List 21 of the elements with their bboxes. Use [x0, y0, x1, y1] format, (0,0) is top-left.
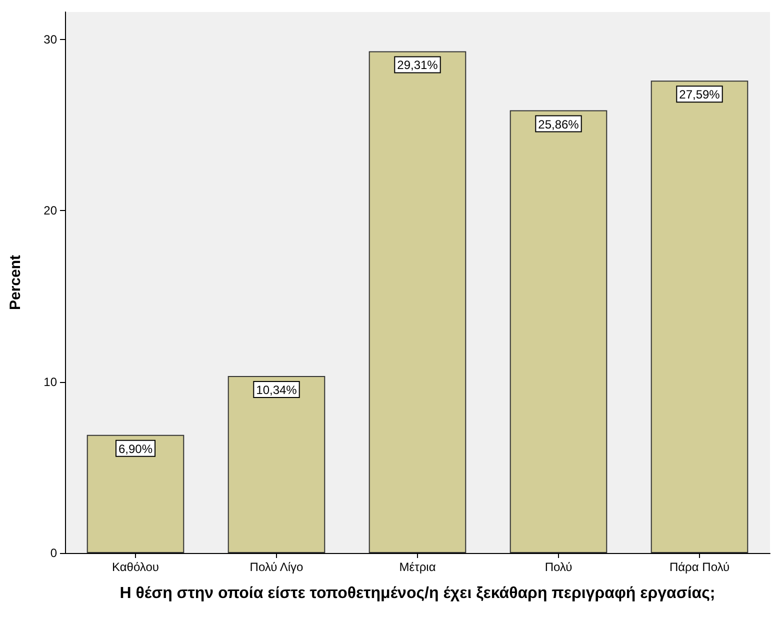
bar [86, 434, 184, 553]
y-axis-title: Percent [7, 254, 24, 310]
y-tick-label: 20 [44, 204, 58, 218]
y-tick-label: 0 [50, 546, 58, 560]
bar [650, 80, 748, 553]
bar [510, 110, 608, 553]
data-label: 29,31% [397, 58, 438, 72]
data-label: 6,90% [118, 442, 153, 456]
y-tick-label: 30 [44, 32, 58, 46]
bar [228, 376, 326, 553]
data-label: 10,34% [256, 382, 298, 397]
x-tick-label: Μέτρια [399, 560, 436, 574]
x-tick-label: Πάρα Πολύ [669, 560, 730, 574]
x-tick-label: Πολύ Λίγο [250, 560, 304, 574]
data-label: 27,59% [679, 88, 720, 102]
data-label: 25,86% [538, 117, 580, 132]
x-axis-title: Η θέση στην οποία είστε τοποθετημένος/η έχει ξεκάθαρη περιγραφή εργασίας; [120, 585, 716, 602]
bar [368, 51, 466, 553]
y-tick-label: 10 [44, 374, 58, 389]
x-tick-label: Πολύ [544, 560, 572, 574]
x-tick-label: Καθόλου [112, 560, 159, 574]
